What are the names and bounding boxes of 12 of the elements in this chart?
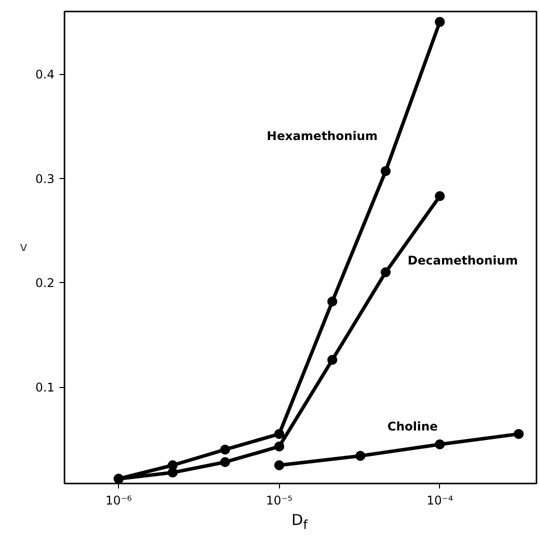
y-tick-label: 0.2 — [35, 276, 55, 290]
x-axis-title: D$_{f}$ — [292, 510, 308, 534]
series-label: Hexamethonium — [266, 129, 378, 144]
y-tick-label: 0.1 — [35, 380, 55, 395]
x-tick-label: 10⁻⁶ — [105, 494, 132, 508]
y-tick-label: 0.4 — [35, 68, 55, 82]
y-tick-label: 0.3 — [35, 172, 55, 186]
series-label: Choline — [387, 419, 438, 434]
series-label: Decamethonium — [408, 253, 518, 268]
y-axis-title: v — [20, 240, 28, 255]
x-tick-label: 10⁻⁴ — [426, 494, 454, 508]
x-tick-label: 10⁻⁵ — [266, 494, 293, 508]
